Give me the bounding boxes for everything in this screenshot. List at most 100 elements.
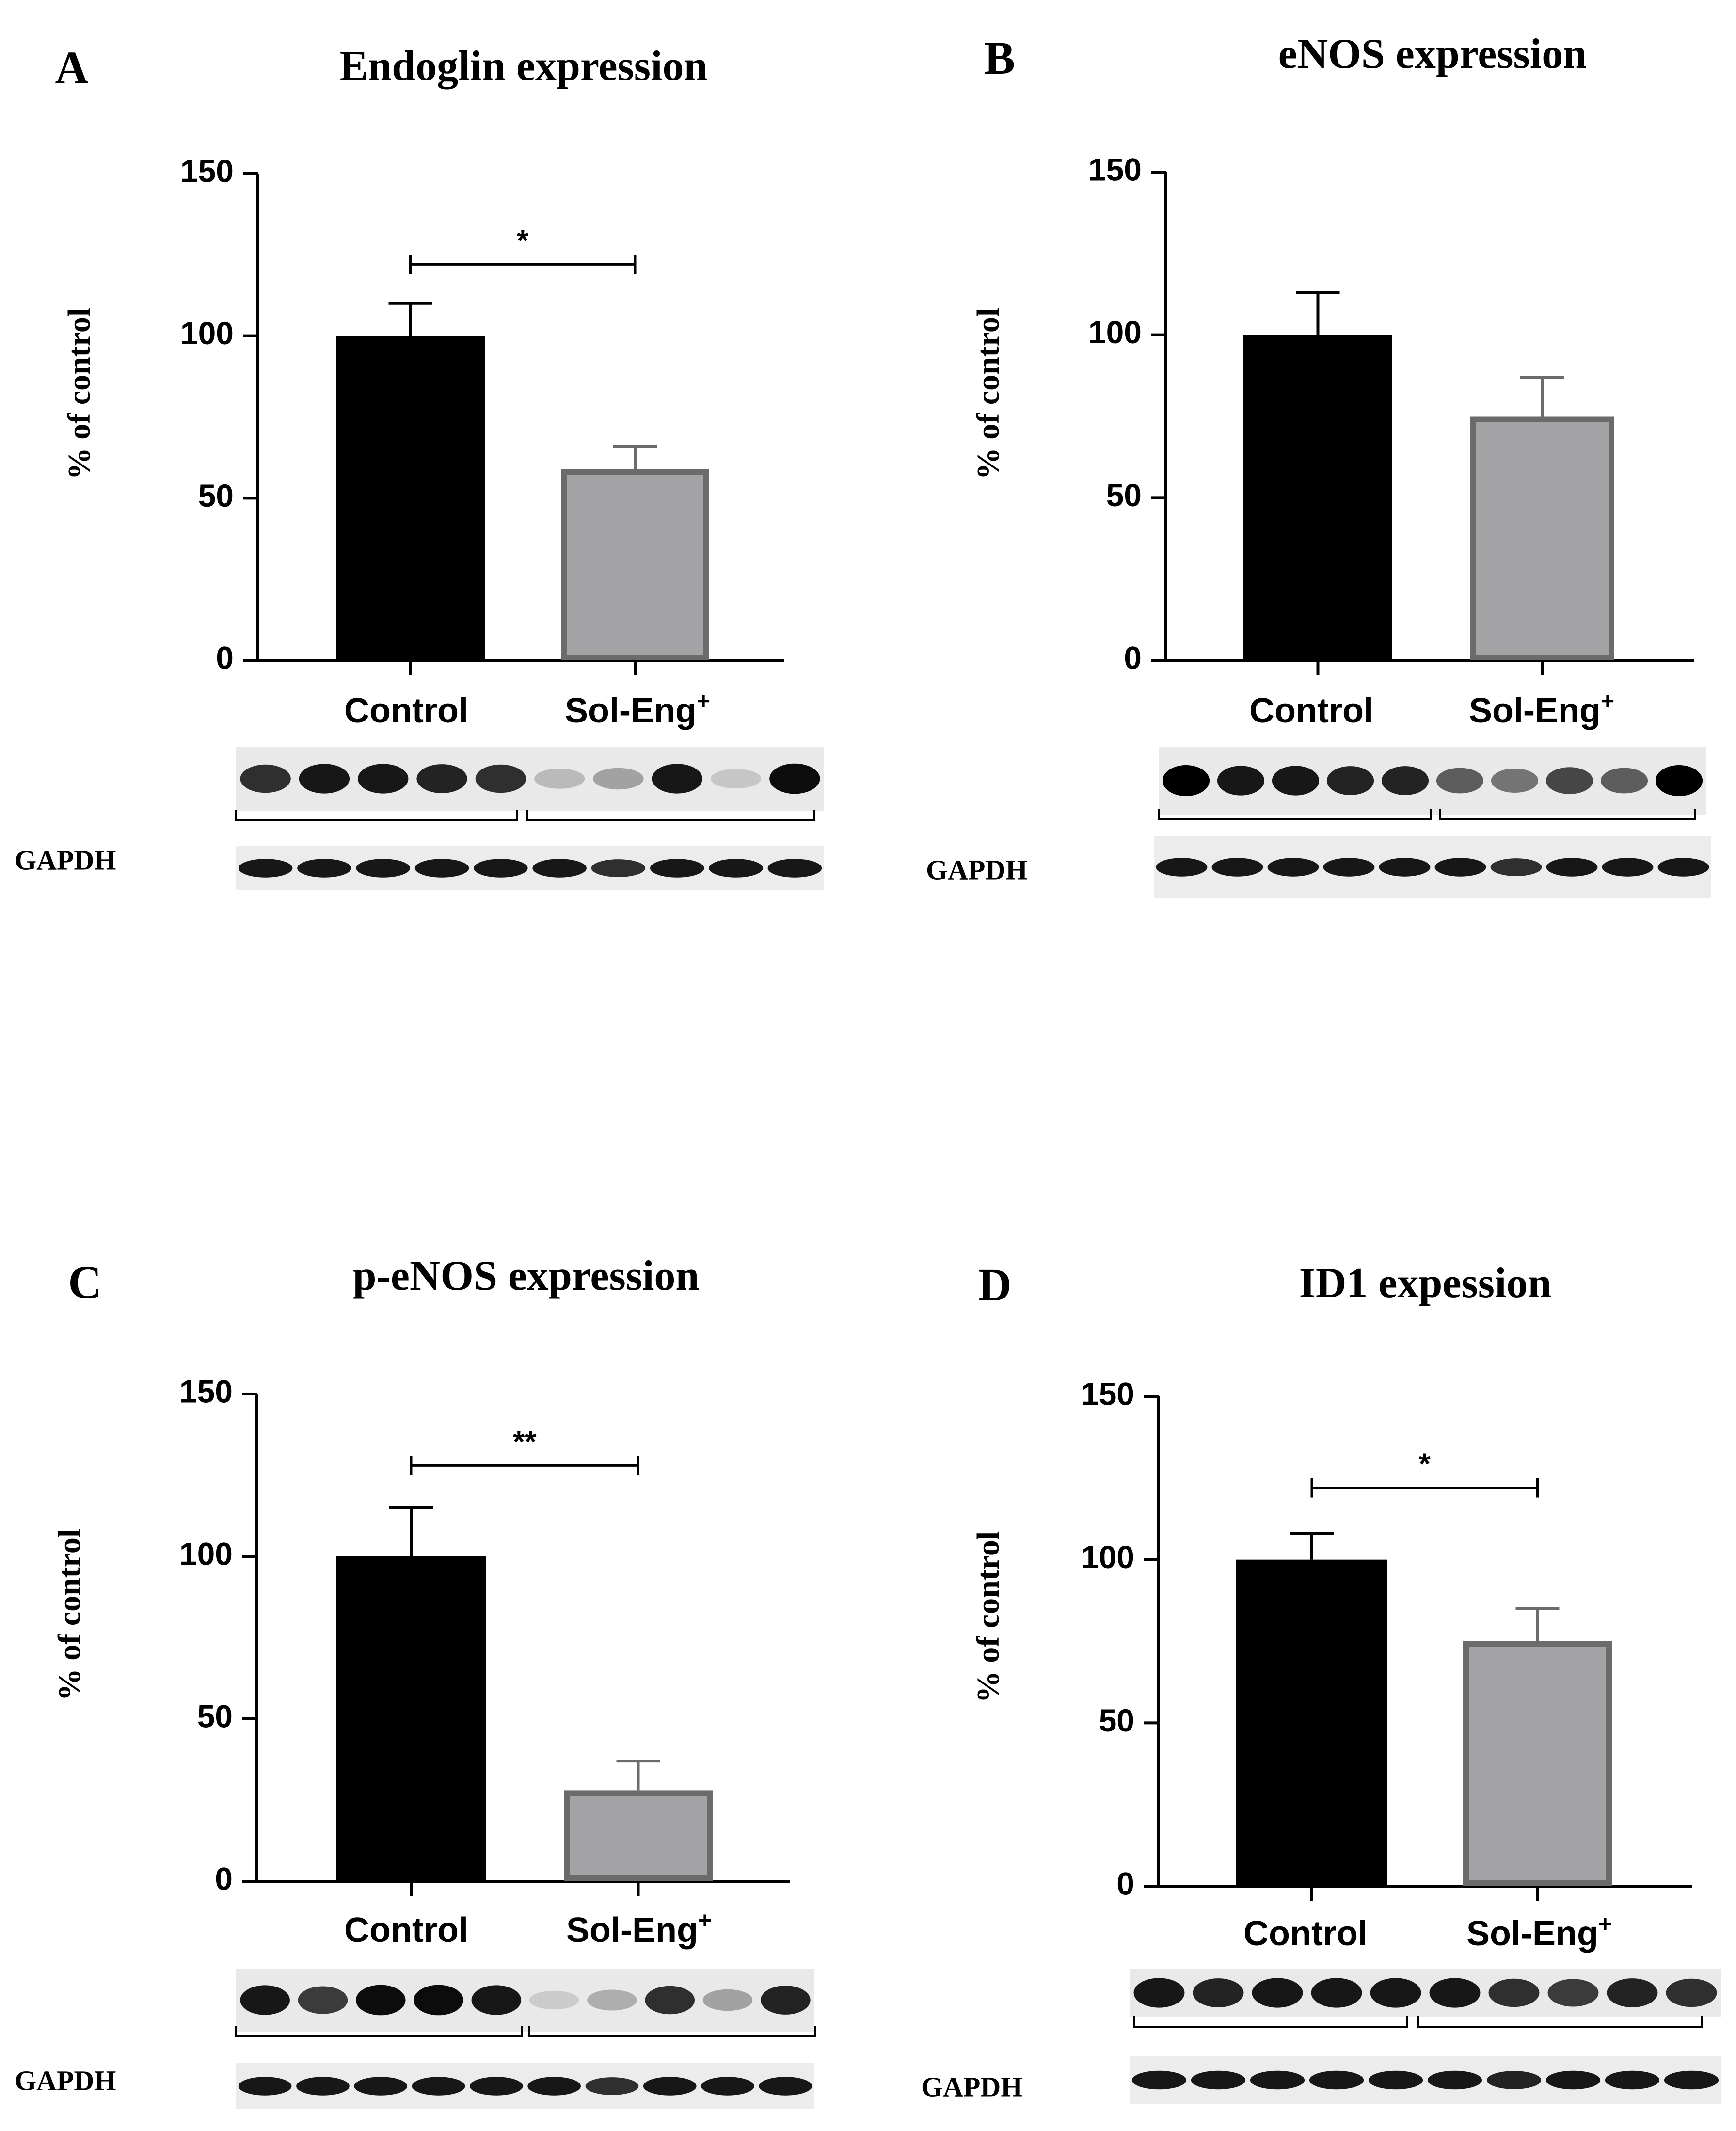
gapdh-band	[1664, 2070, 1719, 2090]
y-axis-label: % of control	[52, 1529, 87, 1700]
y-tick-label: 100	[179, 1536, 233, 1571]
x-tick-label: Control	[1249, 691, 1373, 730]
blot-band	[416, 764, 467, 793]
gapdh-band	[1657, 858, 1709, 877]
x-tick-label: Sol-Eng+	[1469, 689, 1614, 730]
y-axis-label: % of control	[62, 308, 97, 480]
gapdh-band	[1434, 858, 1486, 877]
gapdh-band	[1250, 2070, 1305, 2090]
blot-band	[593, 768, 644, 790]
y-tick-label: 150	[1088, 151, 1142, 187]
panel-d: D ID1 expession % of control 0 50 100 150 Contr…	[921, 1259, 1721, 2104]
group-bracket	[526, 810, 815, 821]
bar-control	[336, 336, 485, 660]
panel-letter: C	[68, 1256, 101, 1308]
blot-band	[1666, 1978, 1717, 2007]
y-tick-label: 0	[216, 640, 234, 675]
y-tick-label: 0	[1116, 1865, 1134, 1901]
gapdh-band	[709, 859, 763, 878]
gapdh-band	[1368, 2070, 1423, 2090]
bar-control	[1236, 1559, 1387, 1886]
category-name: Control	[344, 691, 468, 730]
x-tick-label: Control	[344, 1911, 468, 1950]
gapdh-band	[414, 859, 469, 878]
blot-band	[1370, 1978, 1421, 2008]
blot-band	[652, 764, 702, 794]
gapdh-label: GAPDH	[926, 854, 1027, 885]
blot-band	[645, 1986, 695, 2015]
blot-band	[1311, 1978, 1362, 2008]
category-superscript: +	[1598, 1911, 1612, 1937]
significance-marker: *	[1419, 1448, 1431, 1481]
y-tick-label: 150	[180, 153, 234, 189]
blot-band	[1607, 1978, 1658, 2007]
blot-band	[1133, 1978, 1185, 2008]
gapdh-band	[1267, 858, 1319, 877]
blot-band	[1547, 1979, 1599, 2007]
gapdh-label: GAPDH	[921, 2071, 1022, 2102]
x-tick-label: Sol-Eng+	[1466, 1911, 1612, 1953]
blot-band	[1162, 765, 1210, 796]
gapdh-band	[1309, 2070, 1364, 2090]
panel-letter: B	[984, 32, 1015, 84]
blot-band	[710, 769, 762, 789]
blot-band	[529, 1990, 579, 2010]
blot-band	[1272, 766, 1320, 796]
y-tick-label: 100	[1081, 1539, 1134, 1575]
blot-band	[1429, 1978, 1481, 2008]
y-tick-label: 100	[180, 315, 234, 351]
blot-band	[761, 1986, 811, 2015]
group-bracket	[1133, 2016, 1408, 2028]
gapdh-label: GAPDH	[15, 844, 116, 876]
chart-title: p-eNOS expression	[353, 1252, 700, 1299]
blot-band	[1326, 766, 1374, 795]
chart-title: eNOS expression	[1278, 31, 1587, 78]
bar-control	[1243, 335, 1392, 660]
gapdh-band	[1156, 858, 1208, 877]
blot-band	[1436, 768, 1484, 794]
y-tick-label: 50	[1106, 477, 1142, 513]
gapdh-band	[1379, 858, 1431, 877]
blot-band	[587, 1989, 637, 2011]
group-bracket	[235, 810, 518, 821]
blot-band	[240, 764, 291, 793]
bar-sol-eng	[561, 469, 709, 660]
blot-band	[298, 1986, 348, 2014]
group-bracket	[235, 2026, 523, 2037]
bar-sol-eng	[564, 1790, 713, 1881]
blot-band	[1600, 768, 1648, 794]
gapdh-band	[767, 859, 822, 878]
blot-band	[769, 763, 820, 794]
blot-band	[534, 769, 585, 789]
gapdh-band	[469, 2077, 523, 2096]
chart-title: ID1 expession	[1299, 1260, 1552, 1307]
bar-control	[336, 1556, 486, 1881]
y-tick-label: 0	[1124, 640, 1142, 675]
group-bracket	[1417, 2016, 1703, 2028]
gapdh-band	[238, 859, 293, 878]
group-bracket	[1439, 809, 1696, 820]
gapdh-band	[296, 2077, 350, 2096]
gapdh-band	[474, 859, 528, 878]
group-bracket	[528, 2026, 816, 2037]
y-tick-label: 100	[1088, 314, 1142, 350]
gapdh-band	[585, 2077, 639, 2095]
bar-sol-eng	[1463, 1641, 1612, 1886]
gapdh-band	[412, 2077, 465, 2096]
blot-band	[414, 1985, 463, 2016]
gapdh-band	[1323, 858, 1375, 877]
significance-marker: *	[517, 224, 529, 257]
gapdh-band	[354, 2077, 408, 2096]
gapdh-band	[1191, 2070, 1246, 2090]
panel-a: A Endoglin expression % of control 0 50 100 15…	[15, 42, 824, 890]
x-tick-label: Control	[1243, 1914, 1368, 1953]
gapdh-band	[1546, 858, 1598, 877]
panel-letter: A	[55, 42, 88, 94]
gapdh-band	[238, 2077, 292, 2096]
y-axis-label: % of control	[971, 1531, 1006, 1703]
gapdh-band	[532, 859, 587, 878]
gapdh-band	[1545, 2070, 1601, 2090]
y-axis-label: % of control	[971, 308, 1006, 480]
